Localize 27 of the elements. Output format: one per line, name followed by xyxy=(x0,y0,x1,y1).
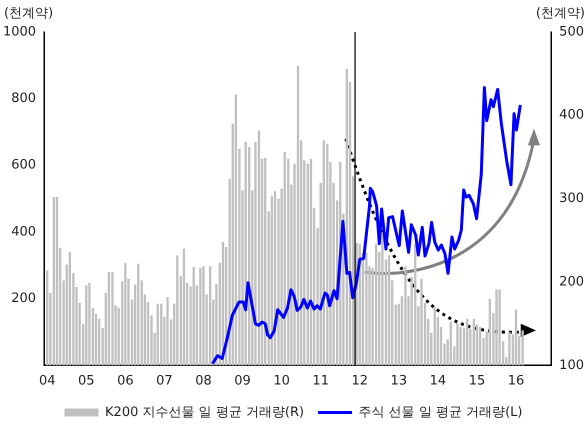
x-tick-label: 13 xyxy=(390,374,408,389)
x-tick-label: 04 xyxy=(38,374,56,389)
y2-tick-label: 200 xyxy=(559,274,584,290)
x-tick-label: 14 xyxy=(430,374,446,389)
y2-tick-label: 500 xyxy=(559,24,584,40)
y-tick-label: 1000 xyxy=(2,24,36,40)
y-tick-label: 200 xyxy=(11,291,36,306)
y-tick-label: 400 xyxy=(11,224,36,240)
y2-tick-label: 300 xyxy=(559,191,584,206)
y-axis-title: (천계약) xyxy=(4,5,54,22)
legend-label: K200 지수선물 일 평균 거래량(R) xyxy=(105,404,304,420)
x-tick-label: 15 xyxy=(468,374,486,389)
x-tick-label: 16 xyxy=(508,374,524,389)
x-tick-label: 07 xyxy=(156,374,173,389)
x-tick-label: 11 xyxy=(312,374,329,389)
y-tick-label: 600 xyxy=(11,158,36,173)
x-tick-label: 06 xyxy=(117,374,134,389)
y2-tick-label: 400 xyxy=(559,108,584,123)
y2-axis-title: (천계약) xyxy=(536,5,585,22)
x-tick-label: 08 xyxy=(195,374,212,389)
y2-tick-label: 100 xyxy=(559,358,584,373)
x-tick-label: 10 xyxy=(273,374,290,389)
x-tick-label: 12 xyxy=(351,374,368,389)
legend-label: 주식 선물 일 평균 거래량(L) xyxy=(358,404,522,420)
y-tick-label: 800 xyxy=(11,91,36,106)
x-tick-label: 09 xyxy=(234,374,251,389)
x-tick-label: 05 xyxy=(78,374,95,389)
